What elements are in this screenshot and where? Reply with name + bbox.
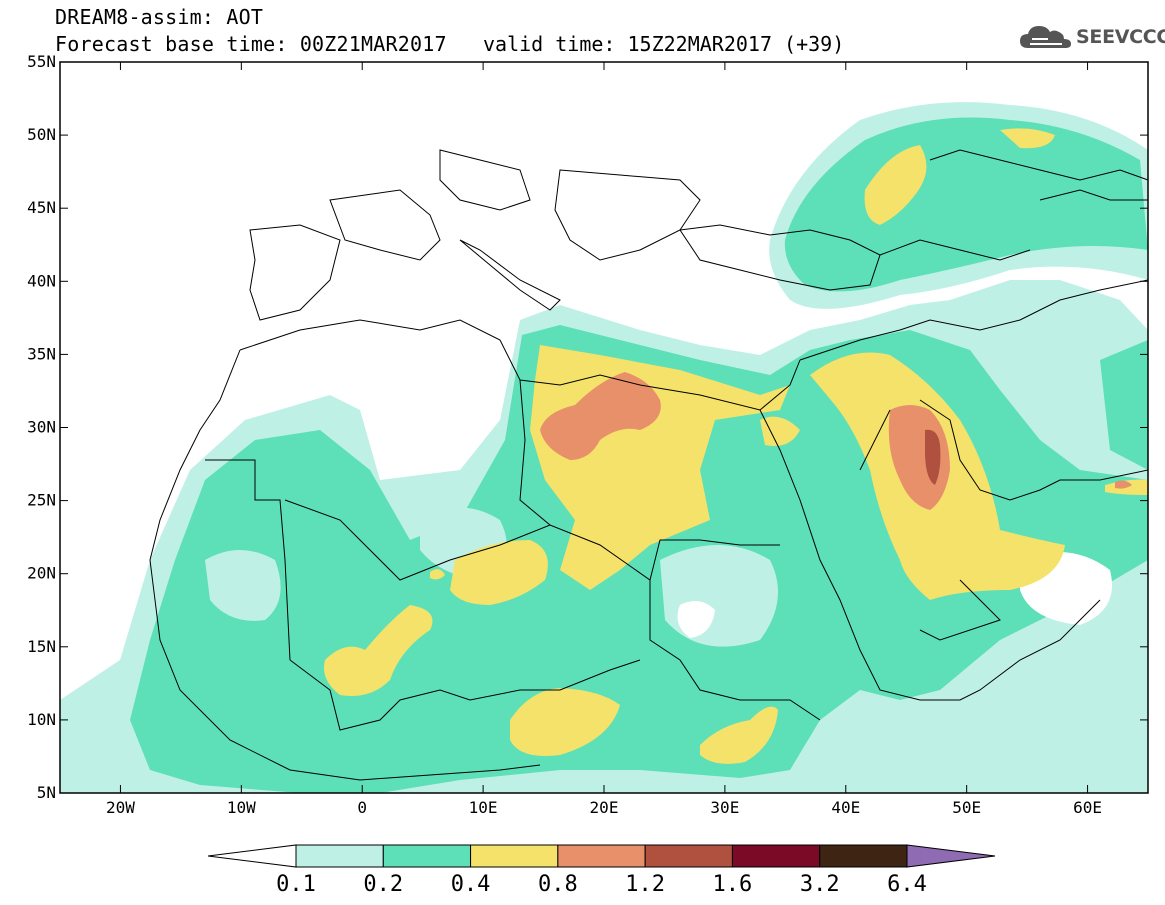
logo-text: SEEVCCC <box>1076 26 1165 48</box>
seevccc-logo: SEEVCCC <box>1018 22 1165 52</box>
colorbar-overflow <box>906 844 996 868</box>
colorbar-segment <box>470 844 559 868</box>
colorbar-segment <box>731 844 821 868</box>
longitude-axis: 20W 10W 0 10E 20E 30E 40E 50E 60E <box>106 62 1102 817</box>
latitude-axis: 55N 50N 45N 40N 35N 30N 25N 20N 15N 10N 5N <box>27 52 1148 802</box>
aot-field <box>60 62 1148 793</box>
colorbar-segment <box>295 844 384 868</box>
valid-time: valid time: 15Z22MAR2017 (+39) <box>483 32 845 56</box>
colorbar-segment <box>819 844 908 868</box>
lat-tick-label: 20N <box>27 564 56 583</box>
colorbar-label: 3.2 <box>800 872 840 897</box>
lat-tick-label: 45N <box>27 198 56 217</box>
lon-tick-label: 20E <box>590 798 619 817</box>
colorbar-segment <box>644 844 733 868</box>
colorbar-label: 6.4 <box>887 872 927 897</box>
colorbar: 0.1 0.2 0.4 0.8 1.2 1.6 3.2 6.4 <box>207 844 996 897</box>
colorbar-underflow <box>207 844 297 868</box>
lat-tick-label: 50N <box>27 125 56 144</box>
lon-tick-label: 20W <box>106 798 135 817</box>
colorbar-label: 0.8 <box>538 872 578 897</box>
colorbar-label: 1.2 <box>625 872 665 897</box>
lon-tick-label: 50E <box>952 798 981 817</box>
cloud-icon <box>1020 26 1071 48</box>
colorbar-label: 0.2 <box>363 872 403 897</box>
lat-tick-label: 15N <box>27 637 56 656</box>
forecast-base-time: Forecast base time: 00Z21MAR2017 <box>55 32 447 56</box>
lon-tick-label: 10E <box>469 798 498 817</box>
colorbar-segment <box>382 844 472 868</box>
lon-tick-label: 60E <box>1073 798 1102 817</box>
colorbar-label: 1.6 <box>713 872 753 897</box>
lon-tick-label: 10W <box>227 798 256 817</box>
lat-tick-label: 10N <box>27 710 56 729</box>
lat-tick-label: 55N <box>27 52 56 71</box>
lat-tick-label: 35N <box>27 344 56 363</box>
lon-tick-label: 30E <box>710 798 739 817</box>
borders <box>149 149 1148 781</box>
lon-tick-label: 0 <box>357 798 367 817</box>
aot-level-1.2 <box>925 429 941 485</box>
colorbar-label: 0.1 <box>276 872 316 897</box>
lon-tick-label: 40E <box>831 798 860 817</box>
colorbar-label: 0.4 <box>451 872 491 897</box>
lat-tick-label: 5N <box>37 783 56 802</box>
lat-tick-label: 30N <box>27 418 56 437</box>
chart-title: DREAM8-assim: AOT <box>55 5 264 29</box>
lat-tick-label: 40N <box>27 271 56 290</box>
colorbar-segment <box>557 844 646 868</box>
lat-tick-label: 25N <box>27 491 56 510</box>
